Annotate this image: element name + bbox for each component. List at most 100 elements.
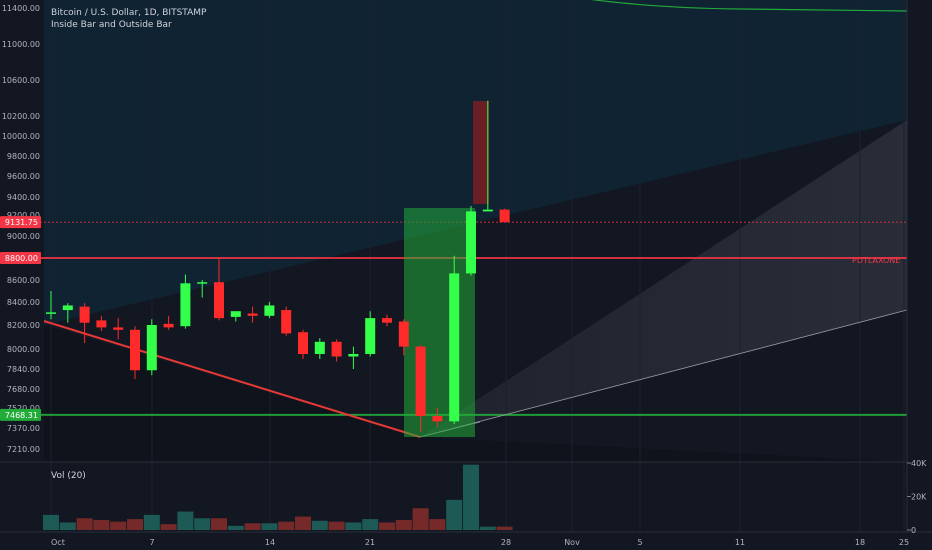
price-tag-label-1: 8800.00: [5, 254, 38, 263]
y-tick-label-19: 7210.00: [7, 445, 40, 454]
candle-1: [46, 291, 56, 320]
candle-body-24: [432, 416, 443, 422]
candle-body-16: [298, 332, 308, 354]
y-tick-label-2: 10600.00: [2, 76, 40, 85]
price-tag-label-2: 7468.31: [5, 411, 38, 420]
volume-bar-12: [227, 525, 244, 530]
candle-body-18: [331, 341, 342, 357]
volume-bar-11: [211, 518, 227, 530]
chart-title: Bitcoin / U.S. Dollar, 1D, BITSTAMP: [51, 8, 207, 18]
y-tick-label-13: 8200.00: [7, 321, 40, 330]
candle-body-11: [214, 282, 224, 319]
outside-bar-box: [404, 208, 475, 437]
y-tick-label-12: 8400.00: [7, 298, 40, 307]
fan-line-lower: [419, 309, 908, 438]
fan-zone: [420, 120, 907, 437]
volume-bar-18: [328, 521, 345, 530]
volume-bar-9: [177, 511, 194, 530]
candle-body-13: [247, 313, 258, 316]
y-tick-label-16: 7680.00: [7, 385, 40, 394]
candle-2: [62, 303, 73, 323]
candle-11: [214, 259, 224, 321]
y-tick-label-6: 9600.00: [7, 172, 40, 181]
volume-bar-13: [244, 523, 261, 530]
price-tag-bg-1: [0, 252, 41, 264]
volume-bar-21: [379, 522, 395, 530]
candle-body-20: [365, 318, 376, 354]
y-tick-label-11: 8600.00: [7, 276, 40, 285]
candle-body-4: [96, 320, 107, 328]
candle-body-19: [348, 354, 359, 357]
candle-17: [314, 338, 325, 359]
volume-bar-25: [446, 499, 463, 530]
vol-tick-label-1: 20K: [911, 493, 927, 502]
candle-body-1: [46, 312, 56, 314]
y-tick-label-17: 7520.00: [7, 404, 40, 413]
y-tick-label-8: 9200.00: [7, 211, 40, 220]
candle-5: [113, 318, 124, 340]
x-tick-label-6: 5: [637, 538, 642, 547]
candle-28: [499, 208, 510, 223]
x-tick-label-3: 21: [365, 538, 375, 547]
candle-body-26: [466, 211, 476, 274]
candle-14: [264, 302, 275, 319]
annotation-label: PDTLAXONE: [852, 256, 900, 265]
candle-body-9: [180, 283, 191, 327]
y-tick-label-7: 9400.00: [7, 193, 40, 202]
volume-bar-14: [261, 523, 278, 530]
y-tick-label-14: 8000.00: [7, 345, 40, 354]
volume-bar-22: [395, 519, 412, 530]
x-tick-label-7: 11: [735, 538, 745, 547]
candle-26: [466, 206, 476, 276]
candle-19: [348, 346, 359, 369]
candle-body-28: [499, 209, 510, 223]
candle-27: [482, 100, 493, 212]
candle-body-15: [281, 310, 292, 334]
candle-body-14: [264, 305, 275, 316]
candle-3: [79, 303, 90, 343]
inside-bar-box: [473, 101, 489, 204]
vol-tick-label-2: 0: [911, 526, 916, 535]
volume-bar-2: [59, 522, 76, 530]
price-tag-label-0: 9131.75: [5, 218, 38, 227]
y-tick-label-15: 7840.00: [7, 365, 40, 374]
y-tick-label-4: 10000.00: [2, 132, 40, 141]
volume-bar-26: [463, 464, 479, 530]
candle-6: [130, 326, 140, 379]
candle-8: [163, 315, 174, 330]
x-tick-label-1: 7: [149, 538, 154, 547]
downtrend-line: [43, 320, 421, 438]
volume-bar-10: [194, 518, 211, 530]
candle-body-8: [163, 323, 174, 328]
x-tick-label-8: 18: [855, 538, 865, 547]
candle-21: [382, 314, 392, 327]
candle-22: [398, 319, 409, 356]
volume-bar-3: [76, 518, 93, 530]
candle-body-6: [130, 329, 140, 371]
chart-subtitle: Inside Bar and Outside Bar: [51, 20, 172, 30]
volume-bar-5: [110, 521, 127, 530]
y-tick-label-0: 11400.00: [2, 4, 40, 13]
candle-18: [331, 339, 342, 362]
candle-16: [298, 329, 308, 359]
volume-bar-27: [479, 526, 496, 530]
x-tick-label-2: 14: [265, 538, 275, 547]
volume-bar-19: [345, 522, 362, 530]
candle-10: [197, 280, 208, 298]
candle-body-25: [449, 273, 460, 422]
y-tick-label-1: 11000.00: [2, 40, 40, 49]
candle-25: [449, 255, 460, 424]
candle-9: [180, 274, 191, 329]
candle-body-2: [62, 305, 73, 311]
candle-body-17: [314, 341, 325, 354]
candle-7: [146, 319, 157, 376]
candle-4: [96, 315, 107, 331]
candle-body-12: [230, 311, 241, 317]
x-tick-label-4: 28: [501, 538, 511, 547]
candle-12: [230, 311, 241, 322]
candle-20: [365, 311, 376, 357]
candle-24: [432, 408, 443, 427]
candle-body-10: [197, 282, 208, 284]
